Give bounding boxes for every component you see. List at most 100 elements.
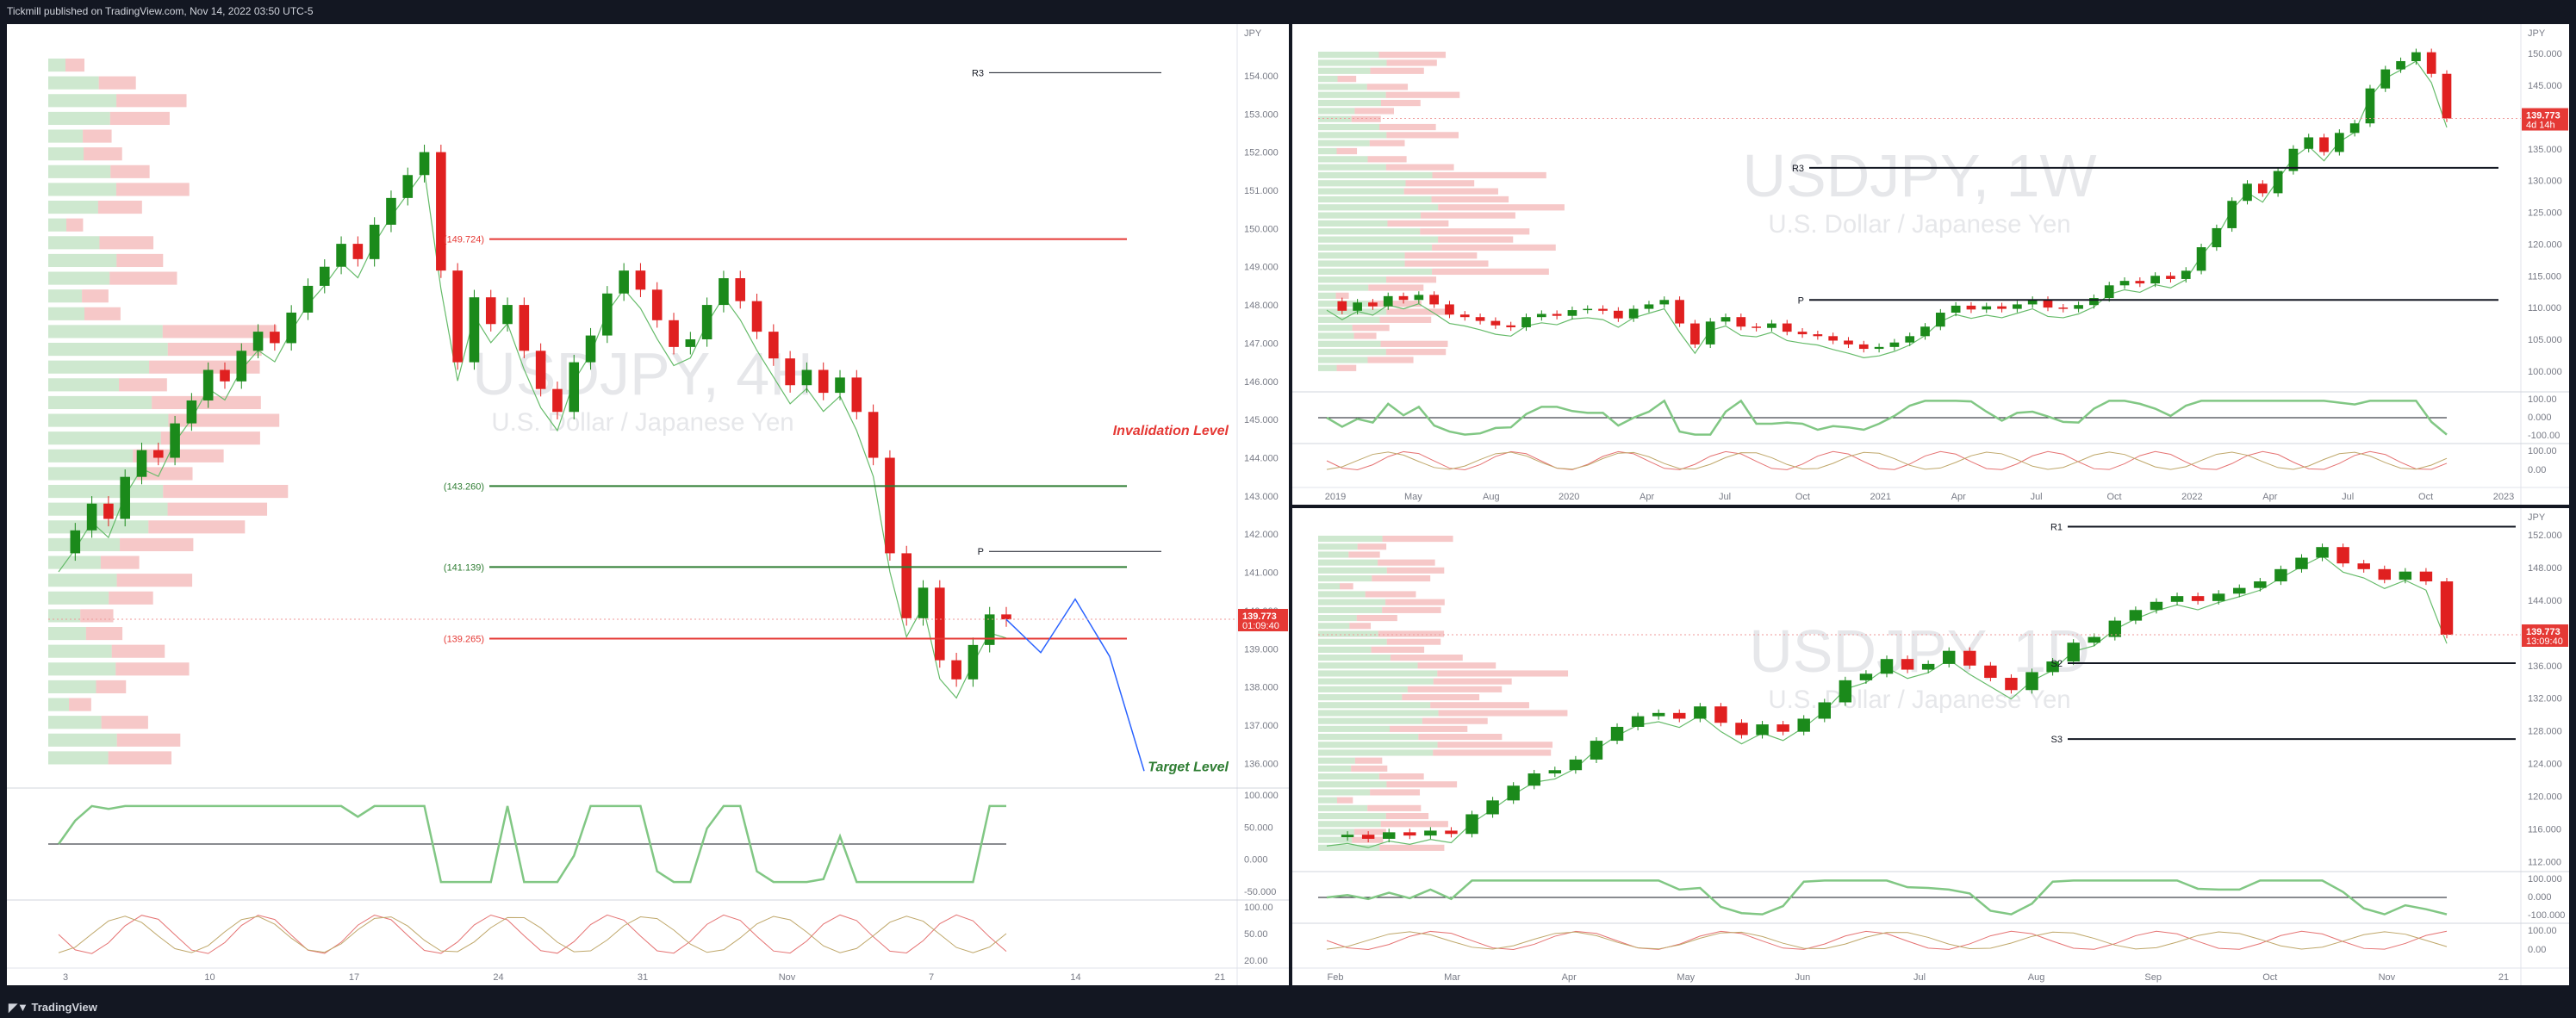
x-tick-label: Jul xyxy=(2031,492,2043,502)
chart-panel-1d[interactable]: JPY USDJPY, 1D U.S. Dollar / Japanese Yen 1… xyxy=(1292,508,2569,985)
candle-body xyxy=(1368,302,1378,307)
y-tick-label: 147.000 xyxy=(1244,338,1279,349)
oscillator-tick-label: 100.00 xyxy=(1244,903,1273,913)
volume-profile-bar-sell xyxy=(1367,804,1422,811)
volume-profile-bar-sell xyxy=(1336,797,1353,804)
chart-4h-svg[interactable]: JPY USDJPY, 4HU.S. Dollar / Japanese Yen 1… xyxy=(7,24,1289,985)
volume-profile-bar-sell xyxy=(1403,188,1498,195)
candle-body xyxy=(1569,759,1583,771)
oscillator-tick-label: 100.00 xyxy=(2528,926,2557,936)
candle-body xyxy=(2088,636,2100,643)
chart-panel-4h[interactable]: JPY USDJPY, 4H U.S. Dollar / Japanese Yen 1… xyxy=(7,24,1289,985)
volume-profile-bar-sell xyxy=(84,147,122,161)
volume-profile-bar-sell xyxy=(160,431,260,445)
volume-profile-bar-buy xyxy=(48,485,164,499)
volume-profile-bar-sell xyxy=(109,111,170,126)
candle-body xyxy=(252,332,264,351)
volume-profile-bar-sell xyxy=(116,253,164,268)
volume-profile-bar-sell xyxy=(1381,99,1421,107)
volume-profile-bar-sell xyxy=(167,343,262,357)
candle-body xyxy=(270,332,280,344)
oscillator-tick-label: -100.00 xyxy=(2528,431,2560,441)
chart-panel-1w[interactable]: JPY USDJPY, 1W U.S. Dollar / Japanese Yen 1… xyxy=(1292,24,2569,505)
volume-profile-bar-buy xyxy=(1318,821,1381,828)
level-label: (149.724) xyxy=(444,235,484,245)
candle-body xyxy=(851,377,862,413)
candle-body xyxy=(685,339,696,347)
volume-profile-bar-sell xyxy=(1385,599,1445,605)
candle-body xyxy=(1889,342,1900,347)
oscillator-tick-label: 0.00 xyxy=(2528,945,2546,955)
y-tick-label: 112.000 xyxy=(2528,858,2561,868)
candle-body xyxy=(1429,295,1439,305)
x-tick-label: 17 xyxy=(349,972,359,983)
candle-body xyxy=(2191,596,2205,601)
footer-brand: TradingView xyxy=(31,1001,97,1014)
candle-body xyxy=(1598,308,1608,311)
volume-profile-bar-buy xyxy=(1318,228,1421,235)
candle-body xyxy=(1403,832,1416,836)
volume-profile-bar-sell xyxy=(1378,52,1447,59)
volume-profile-bar-buy xyxy=(1318,710,1439,717)
volume-profile-bar-sell xyxy=(1386,59,1437,66)
volume-profile-bar-sell xyxy=(109,591,153,605)
candle-body xyxy=(1424,830,1437,836)
x-tick-label: Oct xyxy=(1795,492,1810,502)
y-tick-label: 125.000 xyxy=(2528,208,2562,219)
volume-profile-bar-buy xyxy=(1318,773,1379,780)
annotation-label: Invalidation Level xyxy=(1113,424,1229,438)
volume-profile-bar-buy xyxy=(48,644,112,658)
candle-body xyxy=(519,305,530,351)
candle-body xyxy=(236,351,247,382)
y-tick-label: 110.000 xyxy=(2528,303,2561,313)
volume-profile-bar-buy xyxy=(1318,575,1372,582)
candle-body xyxy=(1567,310,1577,316)
tradingview-logo-icon[interactable]: ◤▼ TradingView xyxy=(9,1001,97,1014)
volume-profile-bar-buy xyxy=(48,680,96,694)
x-tick-label: 2021 xyxy=(1870,492,1891,502)
candle-body xyxy=(86,503,97,531)
candle-body xyxy=(951,660,961,680)
x-tick-label: 24 xyxy=(493,972,503,983)
candle-body xyxy=(2227,201,2237,228)
volume-profile-bar-buy xyxy=(1318,638,1387,645)
candle-body xyxy=(2074,305,2083,309)
stochastic-d-line xyxy=(58,916,1007,953)
volume-profile-bar-sell xyxy=(1420,228,1530,235)
candle-body xyxy=(419,152,430,176)
y-tick-label: 151.000 xyxy=(1244,186,1279,196)
volume-profile-bar-buy xyxy=(1318,340,1381,347)
candle-body xyxy=(2027,300,2038,305)
volume-profile-bar-buy xyxy=(1318,252,1405,259)
oscillator-tick-label: 0.000 xyxy=(1244,855,1268,866)
y-tick-label: 145.000 xyxy=(1244,415,1279,425)
y-tick-label: 128.000 xyxy=(2528,727,2562,737)
candle-body xyxy=(1797,332,1808,335)
candle-body xyxy=(2058,307,2069,309)
candle-body xyxy=(2043,300,2053,308)
candle-body xyxy=(386,197,396,225)
candle-body xyxy=(2288,148,2299,171)
candle-body xyxy=(1797,718,1810,732)
volume-profile-bar-sell xyxy=(1433,749,1552,756)
y-tick-label: 154.000 xyxy=(1244,71,1279,82)
volume-profile-bar-sell xyxy=(116,94,187,108)
volume-profile-bar-sell xyxy=(1339,583,1353,590)
volume-profile-bar-buy xyxy=(1318,284,1369,291)
candle-body xyxy=(751,301,762,332)
candle-body xyxy=(2316,547,2329,558)
candle-body xyxy=(2274,568,2287,582)
y-tick-label: 148.000 xyxy=(2528,563,2562,574)
volume-profile-bar-sell xyxy=(1433,678,1512,685)
volume-profile-bar-buy xyxy=(1318,765,1352,772)
volume-profile-bar-buy xyxy=(48,449,134,462)
candle-body xyxy=(1659,300,1670,305)
candle-body xyxy=(220,369,230,382)
chart-1w-svg[interactable]: JPY USDJPY, 1WU.S. Dollar / Japanese Yen 1… xyxy=(1292,24,2569,505)
level-label: P xyxy=(1798,295,1804,306)
volume-profile-bar-sell xyxy=(1438,204,1565,211)
candle-body xyxy=(1552,313,1562,316)
volume-profile-bar-buy xyxy=(1318,686,1408,692)
annotation-label: Target Level xyxy=(1148,760,1229,774)
